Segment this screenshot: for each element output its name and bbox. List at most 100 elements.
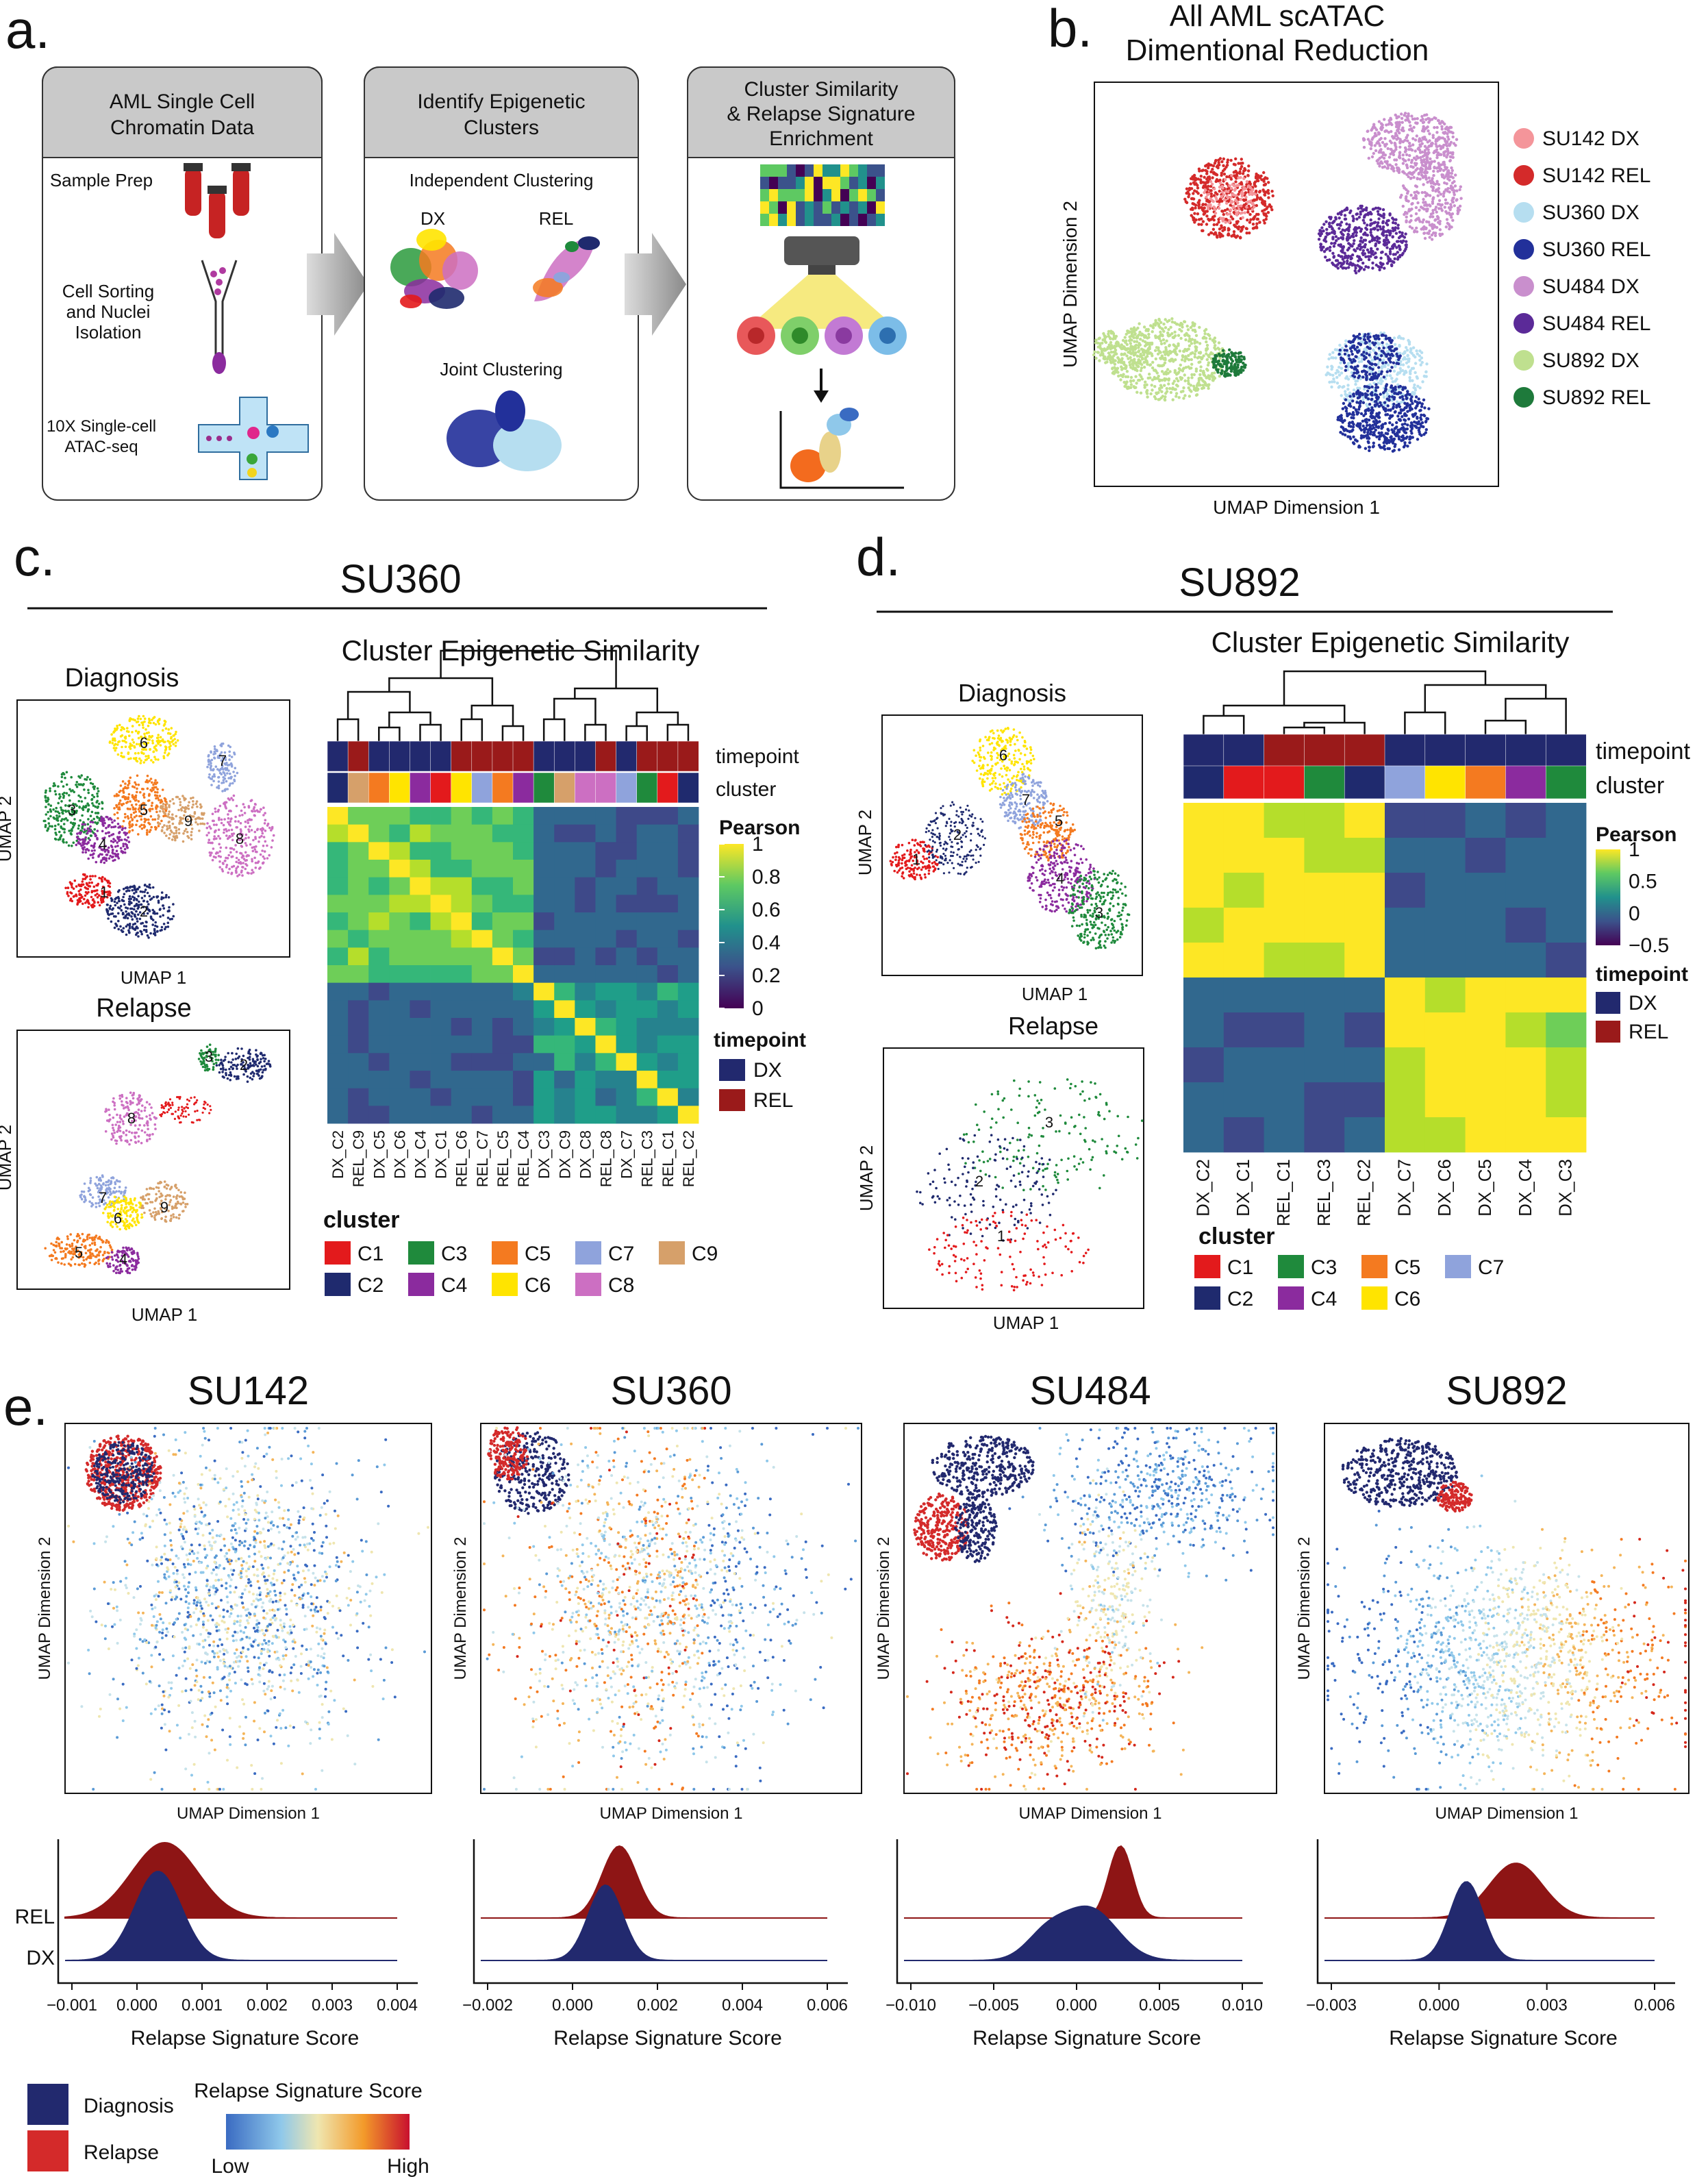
point xyxy=(1205,223,1209,226)
point xyxy=(1422,232,1426,235)
point xyxy=(1238,236,1242,239)
point xyxy=(1206,193,1209,197)
workflow-box-1-header xyxy=(42,66,323,158)
point xyxy=(111,821,114,824)
point xyxy=(1373,221,1377,224)
point xyxy=(1165,390,1169,393)
point xyxy=(1386,164,1390,167)
point xyxy=(1138,330,1142,334)
point xyxy=(1199,175,1203,178)
point xyxy=(1388,212,1392,216)
point xyxy=(152,783,155,786)
legend-swatch xyxy=(1514,202,1534,223)
point xyxy=(123,847,127,851)
point xyxy=(1379,401,1382,404)
point xyxy=(47,803,50,806)
point xyxy=(1133,329,1136,334)
point xyxy=(1398,344,1401,347)
point xyxy=(1209,184,1213,188)
box1-step-sample-prep: Sample Prep xyxy=(50,170,153,190)
point xyxy=(1431,141,1434,145)
point xyxy=(1386,147,1390,151)
point xyxy=(121,780,125,783)
point xyxy=(1226,372,1229,375)
point xyxy=(1378,420,1381,423)
point xyxy=(1112,337,1115,340)
point xyxy=(1382,242,1386,246)
point xyxy=(1390,390,1394,393)
point xyxy=(1389,360,1392,364)
point xyxy=(1142,360,1146,364)
heat-cell xyxy=(814,164,822,177)
point xyxy=(1244,169,1247,172)
point xyxy=(1207,355,1211,359)
point xyxy=(119,784,123,787)
heat-cell xyxy=(814,214,822,226)
point xyxy=(1270,190,1274,193)
point xyxy=(1393,141,1396,145)
point xyxy=(1405,349,1409,352)
point xyxy=(1453,193,1456,197)
point xyxy=(1456,209,1459,212)
point xyxy=(1168,344,1171,348)
point xyxy=(1379,127,1383,130)
point xyxy=(1326,371,1329,375)
heat-cell xyxy=(805,164,814,177)
heat-cell xyxy=(867,189,876,201)
point xyxy=(86,775,89,779)
point xyxy=(1248,231,1251,235)
point xyxy=(1443,122,1446,126)
point xyxy=(1365,377,1368,380)
point xyxy=(1404,427,1407,431)
point xyxy=(1357,342,1361,345)
point xyxy=(1142,365,1146,369)
point xyxy=(1159,384,1163,387)
point xyxy=(1209,179,1213,184)
point xyxy=(101,823,104,826)
panel-b-xlabel: UMAP Dimension 1 xyxy=(1213,497,1380,518)
point xyxy=(1348,236,1352,240)
point xyxy=(1340,236,1343,240)
point xyxy=(229,777,233,780)
point xyxy=(120,838,123,841)
point xyxy=(1386,427,1390,431)
point xyxy=(1231,192,1235,197)
point xyxy=(1255,222,1259,225)
point xyxy=(1385,374,1389,377)
point xyxy=(142,726,145,730)
point xyxy=(1407,417,1411,421)
point xyxy=(1140,356,1144,360)
point xyxy=(1147,332,1151,336)
point xyxy=(1350,416,1353,419)
point xyxy=(1385,223,1390,227)
point xyxy=(1182,386,1185,390)
point xyxy=(1197,381,1201,384)
point xyxy=(1229,369,1233,373)
point xyxy=(113,737,116,740)
point xyxy=(1396,414,1400,418)
point xyxy=(1447,172,1450,176)
point xyxy=(1367,156,1371,160)
point xyxy=(1388,369,1392,373)
point xyxy=(1163,398,1167,402)
point xyxy=(126,807,129,810)
point xyxy=(174,732,177,736)
heat-cell xyxy=(822,177,831,189)
point xyxy=(1378,236,1381,240)
point xyxy=(1378,164,1381,168)
point xyxy=(59,795,62,798)
point xyxy=(1405,402,1409,406)
point xyxy=(1392,260,1396,264)
point xyxy=(1342,260,1346,264)
box2-title-line1: Identify Epigenetic xyxy=(417,90,585,113)
point xyxy=(1343,352,1347,356)
point xyxy=(1182,349,1185,353)
point xyxy=(1246,210,1250,214)
point xyxy=(1400,435,1404,438)
point xyxy=(117,857,121,860)
point xyxy=(1420,418,1423,421)
point xyxy=(1190,376,1194,379)
point xyxy=(156,720,160,723)
point xyxy=(1411,201,1414,206)
point xyxy=(1160,333,1164,336)
